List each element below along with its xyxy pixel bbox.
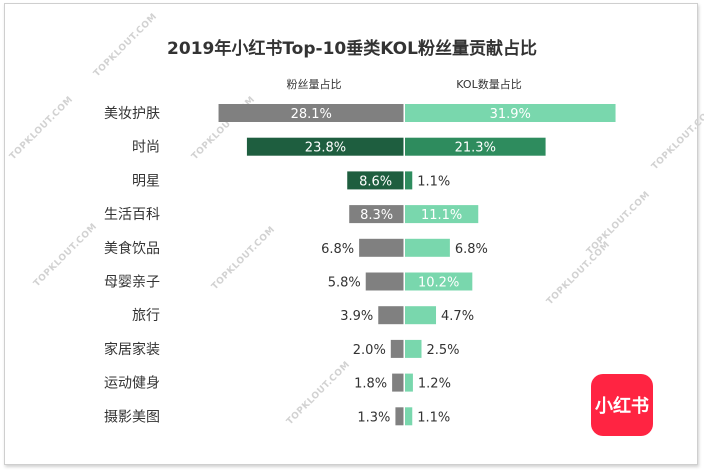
bar-kol	[405, 104, 616, 122]
data-label-fans: 1.3%	[357, 410, 390, 425]
category-label: 时尚	[132, 140, 160, 156]
data-label-fans: 8.3%	[360, 208, 393, 223]
bar-fans	[218, 104, 404, 122]
data-label-kol: 6.8%	[455, 242, 488, 257]
data-label-fans: 1.8%	[354, 377, 387, 392]
data-label-fans: 2.0%	[353, 343, 386, 358]
data-label-fans: 6.8%	[321, 242, 354, 257]
bar-kol	[405, 205, 479, 224]
data-label-kol: 1.1%	[417, 174, 450, 189]
data-label-fans: 23.8%	[305, 141, 346, 156]
data-label-kol: 4.7%	[441, 309, 474, 324]
chart-title: 2019年小红书Top-10垂类KOL粉丝量贡献占比	[167, 39, 537, 59]
bar-fans	[392, 373, 404, 392]
data-label-fans: 3.9%	[340, 309, 373, 324]
bar-fans	[359, 238, 404, 257]
bar-fans	[347, 171, 404, 190]
data-label-kol: 1.2%	[418, 377, 451, 392]
bar-kol	[405, 171, 413, 190]
category-label: 明星	[132, 173, 160, 189]
category-label: 旅行	[132, 308, 160, 324]
category-label: 摄影美图	[104, 409, 160, 425]
data-label-kol: 31.9%	[490, 107, 531, 122]
bar-kol	[405, 306, 437, 325]
category-label: 运动健身	[104, 376, 160, 392]
series-header-fans: 粉丝量占比	[287, 77, 342, 91]
data-label-fans: 8.6%	[359, 174, 392, 189]
bar-fans	[395, 407, 404, 426]
bar-fans	[246, 137, 404, 156]
data-label-fans: 5.8%	[328, 276, 361, 291]
series-header-kol: KOL数量占比	[456, 77, 521, 91]
bar-kol	[405, 373, 413, 392]
category-label: 家居家装	[104, 341, 160, 358]
chart-frame	[4, 3, 698, 465]
bar-fans	[349, 205, 404, 224]
category-label: 生活百科	[104, 207, 160, 223]
bar-kol	[405, 407, 413, 426]
data-label-kol: 10.2%	[418, 276, 459, 291]
bar-fans	[390, 339, 404, 358]
bar-fans	[378, 306, 404, 325]
bar-kol	[405, 137, 546, 156]
category-label: 美妆护肤	[104, 106, 160, 122]
data-label-kol: 2.5%	[427, 343, 460, 358]
bar-kol	[405, 238, 450, 257]
data-label-kol: 1.1%	[417, 410, 450, 425]
data-label-kol: 21.3%	[455, 141, 496, 156]
bar-fans	[365, 272, 404, 291]
category-label: 美食饮品	[104, 240, 160, 257]
bar-kol	[405, 272, 473, 291]
xiaohongshu-logo: 小红书	[591, 374, 653, 436]
category-label: 母婴亲子	[104, 275, 160, 291]
data-label-fans: 28.1%	[291, 107, 332, 122]
bar-kol	[405, 339, 422, 358]
data-label-kol: 11.1%	[421, 208, 462, 223]
